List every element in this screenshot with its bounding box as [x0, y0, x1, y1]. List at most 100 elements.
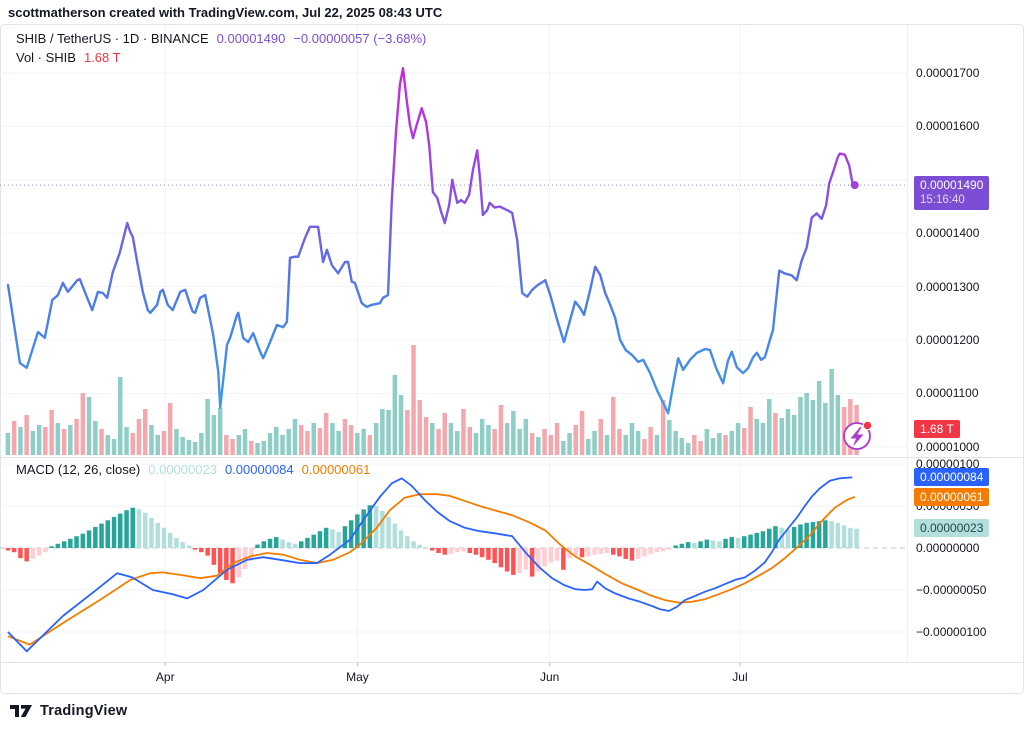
macd-histogram-bar — [642, 548, 647, 557]
macd-histogram-bar — [292, 543, 298, 548]
macd-histogram-bar — [336, 532, 341, 548]
macd-legend[interactable]: MACD (12, 26, close) 0.00000023 0.000000… — [16, 462, 370, 477]
macd-histogram-bar — [199, 548, 204, 553]
macd-histogram-bar — [710, 540, 716, 548]
volume-bar — [336, 431, 341, 455]
macd-histogram-bar — [386, 516, 391, 548]
macd-histogram-bar — [405, 536, 410, 548]
volume-bar — [754, 419, 759, 455]
macd-histogram-bar — [436, 548, 441, 553]
price-axis-label: 0.00001700 — [916, 66, 980, 80]
volume-bar — [205, 399, 210, 455]
macd-histogram-bar — [679, 543, 685, 548]
macd-axis-label: −0.00000100 — [916, 625, 987, 639]
macd-histogram-bar — [455, 548, 460, 553]
macd-histogram-bar — [573, 548, 578, 556]
volume-bar — [11, 421, 17, 455]
macd-histogram-bar — [180, 542, 185, 548]
volume-bar — [648, 427, 653, 455]
volume-bar — [517, 429, 522, 455]
volume-bar — [423, 417, 429, 455]
macd-histogram-bar — [617, 548, 622, 557]
volume-bar — [773, 413, 778, 455]
macd-histogram-bar — [330, 529, 335, 548]
volume-bar — [311, 423, 316, 455]
macd-histogram-bar — [479, 548, 485, 558]
symbol-change: −0.00000057 (−3.68%) — [293, 31, 427, 46]
macd-histogram-bar — [767, 528, 772, 548]
macd-histogram-bar — [274, 537, 279, 548]
tradingview-attribution[interactable]: TradingView — [10, 703, 127, 719]
volume-bar — [829, 369, 834, 455]
macd-histogram-bar — [536, 548, 541, 572]
macd-histogram-bar — [136, 509, 142, 548]
macd-histogram-bar — [224, 548, 229, 580]
volume-bar — [673, 431, 678, 455]
volume-bar — [348, 425, 354, 455]
price-axis-label: 0.00001600 — [916, 119, 980, 134]
macd-histogram-bar — [841, 525, 847, 548]
macd-histogram-bar — [579, 548, 585, 558]
volume-bar — [635, 431, 641, 455]
macd-histogram-bar — [660, 548, 666, 552]
macd-histogram-bar — [43, 548, 48, 553]
time-axis-label-may[interactable]: May — [346, 670, 369, 684]
volume-bar — [24, 415, 29, 455]
macd-histogram-bar — [255, 544, 260, 548]
volume-bar — [604, 435, 610, 455]
volume-bar — [523, 419, 529, 455]
macd-line-value-badge: 0.00000084 — [914, 468, 990, 486]
time-axis-label-jun[interactable]: Jun — [539, 670, 560, 684]
volume-bar — [143, 409, 148, 455]
volume-bar — [586, 439, 591, 455]
symbol-price: 0.00001490 — [216, 31, 286, 46]
volume-bar — [554, 423, 560, 455]
volume-bar — [748, 407, 753, 455]
volume-bar — [692, 435, 697, 455]
macd-histogram-bar — [167, 532, 173, 548]
volume-bar — [211, 415, 217, 455]
macd-histogram-bar — [810, 522, 816, 548]
time-axis-label-jul[interactable]: Jul — [732, 670, 748, 684]
macd-histogram-bar — [461, 548, 466, 552]
macd-histogram-bar — [211, 548, 217, 565]
volume-bar — [99, 429, 104, 455]
volume-bar — [492, 429, 497, 455]
macd-histogram-bar — [111, 516, 117, 548]
volume-bar — [367, 435, 373, 455]
macd-histogram-bar — [654, 548, 660, 553]
macd-histogram-bar — [823, 520, 828, 548]
symbol-legend[interactable]: SHIB / TetherUS · 1D · BINANCE 0.0000149… — [16, 31, 426, 46]
macd-histogram-bar — [611, 548, 616, 555]
price-axis-label: 0.00001100 — [916, 386, 979, 401]
macd-histogram-bar — [735, 537, 741, 548]
macd-histogram-bar — [754, 532, 759, 548]
volume-bar — [274, 427, 279, 455]
macd-histogram-bar — [105, 520, 110, 548]
volume-bar — [529, 433, 535, 455]
macd-histogram-bar — [473, 548, 479, 555]
volume-bar — [617, 429, 622, 455]
macd-histogram-bar — [124, 510, 129, 548]
macd-line — [7, 476, 853, 653]
volume-bar — [685, 443, 691, 455]
macd-histogram-bar — [816, 521, 822, 548]
macd-signal-value: 0.00000061 — [301, 462, 371, 477]
macd-axis-label: 0.00000100 — [916, 457, 980, 471]
volume-bar — [55, 423, 61, 455]
volume-bar — [155, 435, 160, 455]
macd-histogram-bar — [86, 530, 92, 548]
time-axis-label-apr[interactable]: Apr — [155, 670, 175, 684]
macd-histogram-bar — [61, 541, 67, 548]
volume-bar — [199, 433, 204, 455]
volume-bar — [180, 437, 185, 455]
volume-bar — [542, 429, 547, 455]
volume-bar — [305, 431, 310, 455]
macd-histogram-bar — [729, 537, 734, 548]
chart-canvas[interactable] — [0, 0, 1024, 700]
volume-bar — [161, 431, 167, 455]
macd-histogram-bar — [143, 512, 148, 548]
macd-histogram-bar — [74, 536, 79, 548]
symbol-title: SHIB / TetherUS · 1D · BINANCE — [16, 31, 209, 46]
volume-legend[interactable]: Vol · SHIB 1.68 T — [16, 50, 121, 65]
